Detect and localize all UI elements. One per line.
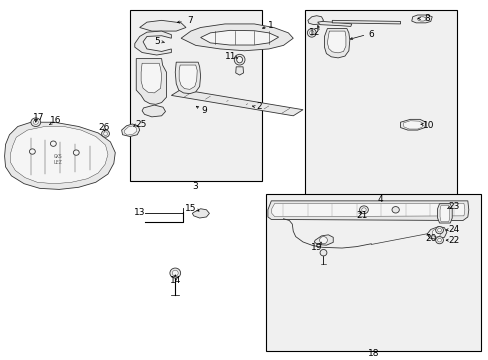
Text: 16: 16 <box>49 116 61 125</box>
Ellipse shape <box>172 270 178 276</box>
Ellipse shape <box>437 228 441 232</box>
Polygon shape <box>235 67 243 75</box>
Polygon shape <box>331 21 400 24</box>
Text: 21: 21 <box>356 211 367 220</box>
Text: 13: 13 <box>134 208 145 217</box>
Polygon shape <box>124 126 137 135</box>
Ellipse shape <box>309 31 313 35</box>
Ellipse shape <box>391 207 399 213</box>
Text: 23: 23 <box>447 202 459 211</box>
Ellipse shape <box>234 54 244 65</box>
Polygon shape <box>400 120 425 130</box>
Ellipse shape <box>73 150 79 155</box>
Polygon shape <box>4 122 115 189</box>
Text: 8: 8 <box>424 14 429 23</box>
Ellipse shape <box>102 130 109 137</box>
Ellipse shape <box>435 226 443 234</box>
Polygon shape <box>171 89 303 116</box>
Text: 12: 12 <box>308 28 319 37</box>
Text: 4: 4 <box>376 195 382 204</box>
Polygon shape <box>324 28 349 58</box>
Polygon shape <box>307 16 323 24</box>
Polygon shape <box>427 226 446 239</box>
Ellipse shape <box>435 237 443 244</box>
Text: 18: 18 <box>367 349 379 358</box>
Text: 3: 3 <box>191 182 197 191</box>
Text: 22: 22 <box>447 236 459 245</box>
Polygon shape <box>179 65 197 89</box>
Ellipse shape <box>307 28 316 37</box>
Polygon shape <box>136 59 166 104</box>
Ellipse shape <box>437 238 441 242</box>
Polygon shape <box>192 209 209 218</box>
Ellipse shape <box>236 57 242 63</box>
Polygon shape <box>10 126 108 184</box>
Text: 11: 11 <box>224 51 236 60</box>
Bar <box>305 10 456 195</box>
Text: 2: 2 <box>256 102 262 111</box>
Text: 6: 6 <box>367 30 373 39</box>
Ellipse shape <box>31 118 41 126</box>
Polygon shape <box>140 21 185 31</box>
Text: 14: 14 <box>169 276 181 285</box>
Ellipse shape <box>361 208 366 212</box>
Ellipse shape <box>320 249 326 256</box>
Polygon shape <box>141 63 161 93</box>
Polygon shape <box>142 105 165 117</box>
Polygon shape <box>403 121 422 129</box>
Ellipse shape <box>169 268 180 278</box>
Polygon shape <box>317 22 351 26</box>
Polygon shape <box>122 124 140 136</box>
Ellipse shape <box>33 120 38 124</box>
Polygon shape <box>411 15 431 23</box>
Polygon shape <box>314 235 332 245</box>
Text: 20: 20 <box>424 234 436 243</box>
Ellipse shape <box>417 17 426 21</box>
Ellipse shape <box>319 237 327 244</box>
Text: 1: 1 <box>268 21 274 30</box>
Text: 26: 26 <box>98 123 109 132</box>
Text: 5: 5 <box>154 37 159 46</box>
Polygon shape <box>200 30 278 45</box>
Ellipse shape <box>359 206 367 214</box>
Text: GXS
LEZ: GXS LEZ <box>54 154 62 165</box>
Polygon shape <box>271 203 464 217</box>
Text: 9: 9 <box>201 106 207 115</box>
Text: 24: 24 <box>447 225 459 234</box>
Polygon shape <box>175 62 200 94</box>
Bar <box>266 194 480 351</box>
Ellipse shape <box>50 141 56 147</box>
Text: 25: 25 <box>135 120 146 129</box>
Bar <box>130 10 261 181</box>
Text: 15: 15 <box>185 203 196 212</box>
Text: 17: 17 <box>33 113 44 122</box>
Text: 7: 7 <box>186 16 192 25</box>
Polygon shape <box>267 201 468 221</box>
Text: 10: 10 <box>422 121 434 130</box>
Polygon shape <box>135 31 171 55</box>
Ellipse shape <box>103 132 107 135</box>
Polygon shape <box>437 204 451 223</box>
Ellipse shape <box>29 149 35 154</box>
Text: 19: 19 <box>310 243 322 252</box>
Ellipse shape <box>431 229 440 237</box>
Polygon shape <box>327 31 345 53</box>
Polygon shape <box>181 24 293 51</box>
Polygon shape <box>439 206 449 222</box>
